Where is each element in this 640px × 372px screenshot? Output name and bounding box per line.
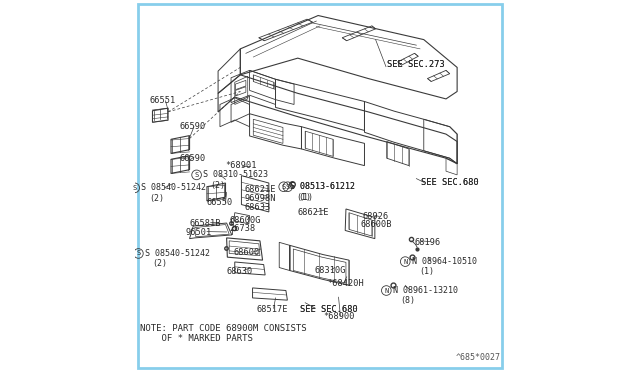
- Text: 66550: 66550: [207, 198, 233, 207]
- Text: S 08310-51623: S 08310-51623: [204, 170, 268, 179]
- Text: ^685*0027: ^685*0027: [455, 353, 500, 362]
- Text: S 08513-61212: S 08513-61212: [291, 182, 355, 191]
- Text: *68420H: *68420H: [328, 279, 364, 288]
- Text: OF * MARKED PARTS: OF * MARKED PARTS: [140, 334, 253, 343]
- Text: 66551: 66551: [150, 96, 176, 105]
- Text: (1): (1): [298, 193, 313, 202]
- Text: SEE SEC.680: SEE SEC.680: [421, 178, 479, 187]
- Text: (1): (1): [419, 267, 435, 276]
- Text: 68196: 68196: [415, 238, 441, 247]
- Text: (2): (2): [148, 194, 164, 203]
- Text: 96501: 96501: [186, 228, 212, 237]
- Text: S 08540-51242: S 08540-51242: [145, 249, 210, 258]
- Text: 68600B: 68600B: [361, 221, 392, 230]
- Text: S 08540-51242: S 08540-51242: [141, 183, 206, 192]
- Text: 68630: 68630: [227, 267, 253, 276]
- Text: 66581B: 66581B: [189, 219, 221, 228]
- Text: (1): (1): [296, 193, 311, 202]
- Text: S: S: [289, 182, 292, 187]
- Text: N: N: [384, 288, 388, 294]
- Text: 66590: 66590: [179, 154, 205, 163]
- Text: 68621E: 68621E: [298, 208, 329, 217]
- Text: SEE SEC.680: SEE SEC.680: [300, 305, 357, 314]
- Text: SEE SEC.680: SEE SEC.680: [300, 305, 357, 314]
- Text: (8): (8): [401, 296, 415, 305]
- Text: (2): (2): [152, 259, 168, 268]
- Text: N 08964-10510: N 08964-10510: [412, 257, 477, 266]
- Text: S: S: [195, 172, 198, 178]
- Text: 26738: 26738: [229, 224, 255, 233]
- Text: N 08961-13210: N 08961-13210: [393, 286, 458, 295]
- Text: 68517E: 68517E: [257, 305, 289, 314]
- Text: S: S: [136, 250, 141, 256]
- Text: *68900: *68900: [324, 312, 355, 321]
- Text: 66590: 66590: [179, 122, 205, 131]
- Text: (2): (2): [211, 181, 226, 190]
- Text: NOTE: PART CODE 68900M CONSISTS: NOTE: PART CODE 68900M CONSISTS: [140, 324, 307, 333]
- Text: N: N: [403, 259, 408, 264]
- Text: SEE SEC.273: SEE SEC.273: [387, 60, 444, 69]
- Text: S: S: [282, 184, 286, 190]
- Text: S: S: [132, 185, 137, 191]
- Text: 68600: 68600: [234, 248, 260, 257]
- Text: *68901: *68901: [225, 161, 257, 170]
- Text: S: S: [285, 184, 290, 190]
- Text: 68310G: 68310G: [314, 266, 346, 275]
- Text: 68621E: 68621E: [244, 185, 276, 194]
- Text: S 08513-61212: S 08513-61212: [291, 182, 355, 191]
- Text: SEE SEC.273: SEE SEC.273: [387, 60, 444, 69]
- Text: 68926: 68926: [363, 212, 389, 221]
- Text: 96998N: 96998N: [244, 195, 276, 203]
- Text: 68633: 68633: [244, 203, 270, 212]
- Text: 68600G: 68600G: [229, 216, 260, 225]
- Text: SEE SEC.680: SEE SEC.680: [421, 178, 479, 187]
